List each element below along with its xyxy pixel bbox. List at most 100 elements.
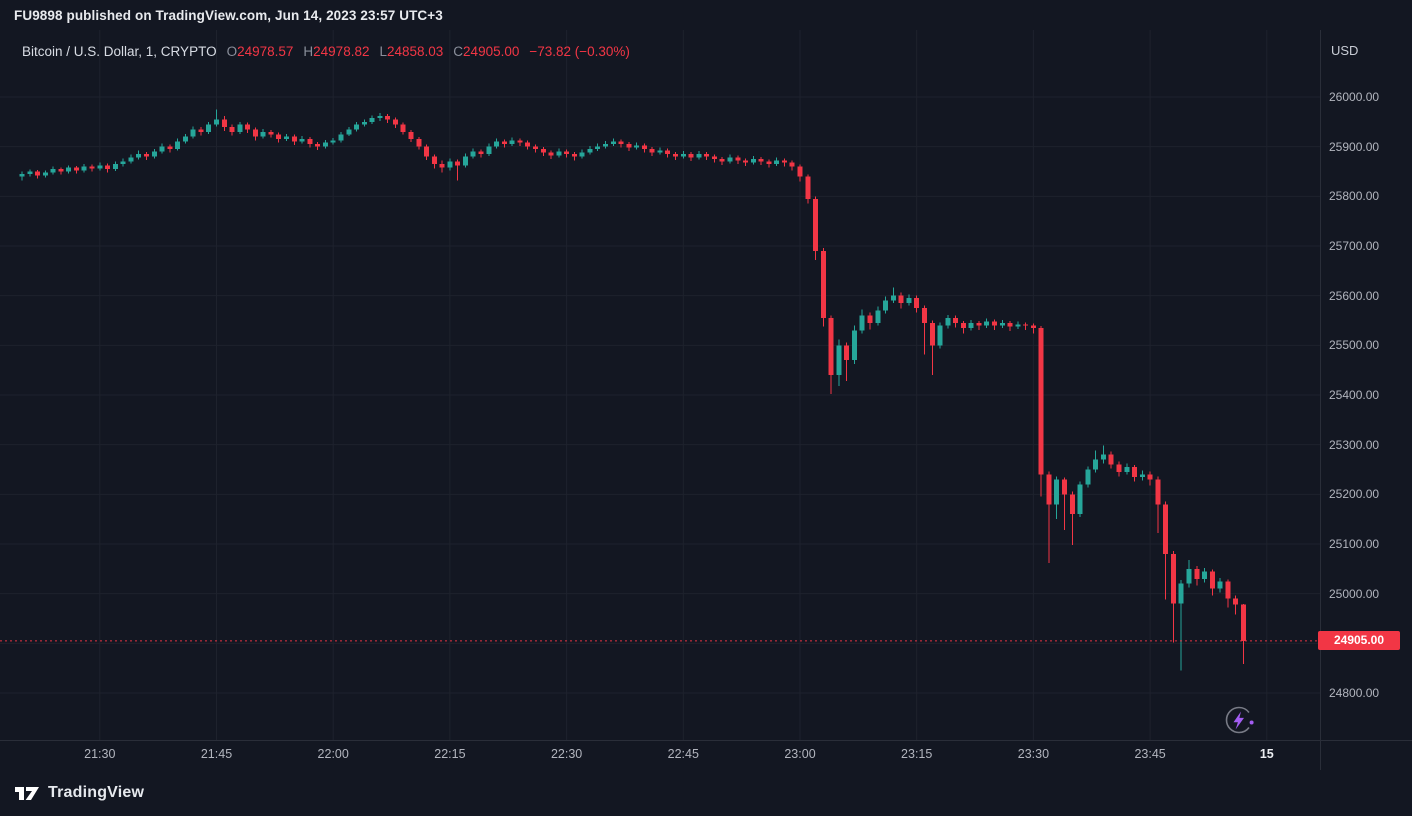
candle[interactable] xyxy=(564,149,570,158)
candle[interactable] xyxy=(1108,451,1114,469)
candle[interactable] xyxy=(136,150,142,160)
candle[interactable] xyxy=(781,158,787,167)
candle[interactable] xyxy=(1069,491,1075,545)
candle[interactable] xyxy=(1085,466,1091,488)
candle[interactable] xyxy=(112,161,118,172)
candle[interactable] xyxy=(1030,323,1036,334)
candle[interactable] xyxy=(291,134,297,146)
candle[interactable] xyxy=(276,132,282,143)
candle[interactable] xyxy=(182,133,188,144)
candle[interactable] xyxy=(237,121,243,134)
candle[interactable] xyxy=(953,315,959,328)
candle[interactable] xyxy=(603,141,608,149)
candle[interactable] xyxy=(657,147,663,155)
candle[interactable] xyxy=(704,152,710,161)
candle[interactable] xyxy=(1209,569,1215,596)
candle[interactable] xyxy=(898,292,904,309)
candle[interactable] xyxy=(400,122,406,135)
candle[interactable] xyxy=(1023,322,1029,330)
candle[interactable] xyxy=(696,151,702,160)
candle[interactable] xyxy=(509,137,515,147)
tradingview-link[interactable]: TradingView xyxy=(14,784,144,803)
candle[interactable] xyxy=(525,140,531,150)
candle[interactable] xyxy=(198,126,204,136)
candle[interactable] xyxy=(1178,579,1184,671)
candle[interactable] xyxy=(727,154,733,164)
candle[interactable] xyxy=(540,147,546,157)
candle[interactable] xyxy=(221,115,227,131)
candle[interactable] xyxy=(1225,579,1231,608)
candle[interactable] xyxy=(361,119,367,127)
candle[interactable] xyxy=(439,160,445,173)
candle[interactable] xyxy=(35,170,41,179)
candle[interactable] xyxy=(1046,471,1052,563)
candle[interactable] xyxy=(626,142,632,152)
candle[interactable] xyxy=(587,146,593,155)
flash-button[interactable] xyxy=(1222,703,1256,737)
candle[interactable] xyxy=(1054,476,1060,520)
candle[interactable] xyxy=(673,152,679,161)
candle[interactable] xyxy=(501,139,507,148)
candle[interactable] xyxy=(999,320,1005,328)
candle[interactable] xyxy=(494,138,500,149)
candle[interactable] xyxy=(634,142,640,150)
candle[interactable] xyxy=(307,137,313,148)
candle[interactable] xyxy=(206,121,212,134)
candle[interactable] xyxy=(883,296,889,314)
candle[interactable] xyxy=(665,148,671,158)
candle[interactable] xyxy=(914,295,920,313)
candle[interactable] xyxy=(97,162,103,171)
candle[interactable] xyxy=(478,149,484,158)
candle[interactable] xyxy=(1202,567,1208,583)
candle[interactable] xyxy=(73,166,79,174)
candle[interactable] xyxy=(813,196,819,260)
candle[interactable] xyxy=(1186,559,1192,588)
candle[interactable] xyxy=(1139,470,1145,481)
chart-plot[interactable] xyxy=(0,30,1412,770)
candle[interactable] xyxy=(214,109,219,127)
candle[interactable] xyxy=(618,139,624,148)
candle[interactable] xyxy=(385,113,391,123)
candle[interactable] xyxy=(42,170,48,178)
candle[interactable] xyxy=(1062,477,1068,531)
candle[interactable] xyxy=(1038,325,1044,497)
candles-layer[interactable] xyxy=(19,109,1246,671)
candle[interactable] xyxy=(556,148,562,158)
candle[interactable] xyxy=(992,319,997,330)
candle[interactable] xyxy=(455,159,461,181)
candle[interactable] xyxy=(641,143,647,153)
candle[interactable] xyxy=(976,320,982,330)
candle[interactable] xyxy=(245,122,251,133)
candle[interactable] xyxy=(322,140,328,149)
candle[interactable] xyxy=(532,144,538,153)
candle[interactable] xyxy=(984,318,990,328)
candle[interactable] xyxy=(299,136,305,144)
candle[interactable] xyxy=(354,121,360,132)
candle[interactable] xyxy=(1233,595,1239,615)
candle[interactable] xyxy=(1124,463,1130,475)
candle[interactable] xyxy=(1194,565,1200,586)
candle[interactable] xyxy=(159,143,165,154)
candle[interactable] xyxy=(774,157,780,167)
price-axis[interactable]: USD 24905.00 26000.00 25900.00 25800.00 257… xyxy=(1318,30,1412,770)
candle[interactable] xyxy=(844,342,850,382)
candle[interactable] xyxy=(89,164,95,172)
candle[interactable] xyxy=(284,133,290,142)
candle[interactable] xyxy=(1155,476,1161,534)
candle[interactable] xyxy=(369,115,375,124)
candle[interactable] xyxy=(1007,320,1013,331)
candle[interactable] xyxy=(579,149,585,159)
candle[interactable] xyxy=(680,151,686,159)
candle[interactable] xyxy=(937,322,943,349)
candle[interactable] xyxy=(517,138,523,147)
candle[interactable] xyxy=(1116,461,1122,477)
candle[interactable] xyxy=(175,138,181,151)
candle[interactable] xyxy=(486,143,492,157)
candle[interactable] xyxy=(1132,465,1138,482)
candle[interactable] xyxy=(750,156,756,165)
candle[interactable] xyxy=(66,165,72,174)
candle[interactable] xyxy=(851,325,857,365)
candle[interactable] xyxy=(820,247,826,327)
candle[interactable] xyxy=(1163,501,1169,600)
candle[interactable] xyxy=(260,128,266,139)
